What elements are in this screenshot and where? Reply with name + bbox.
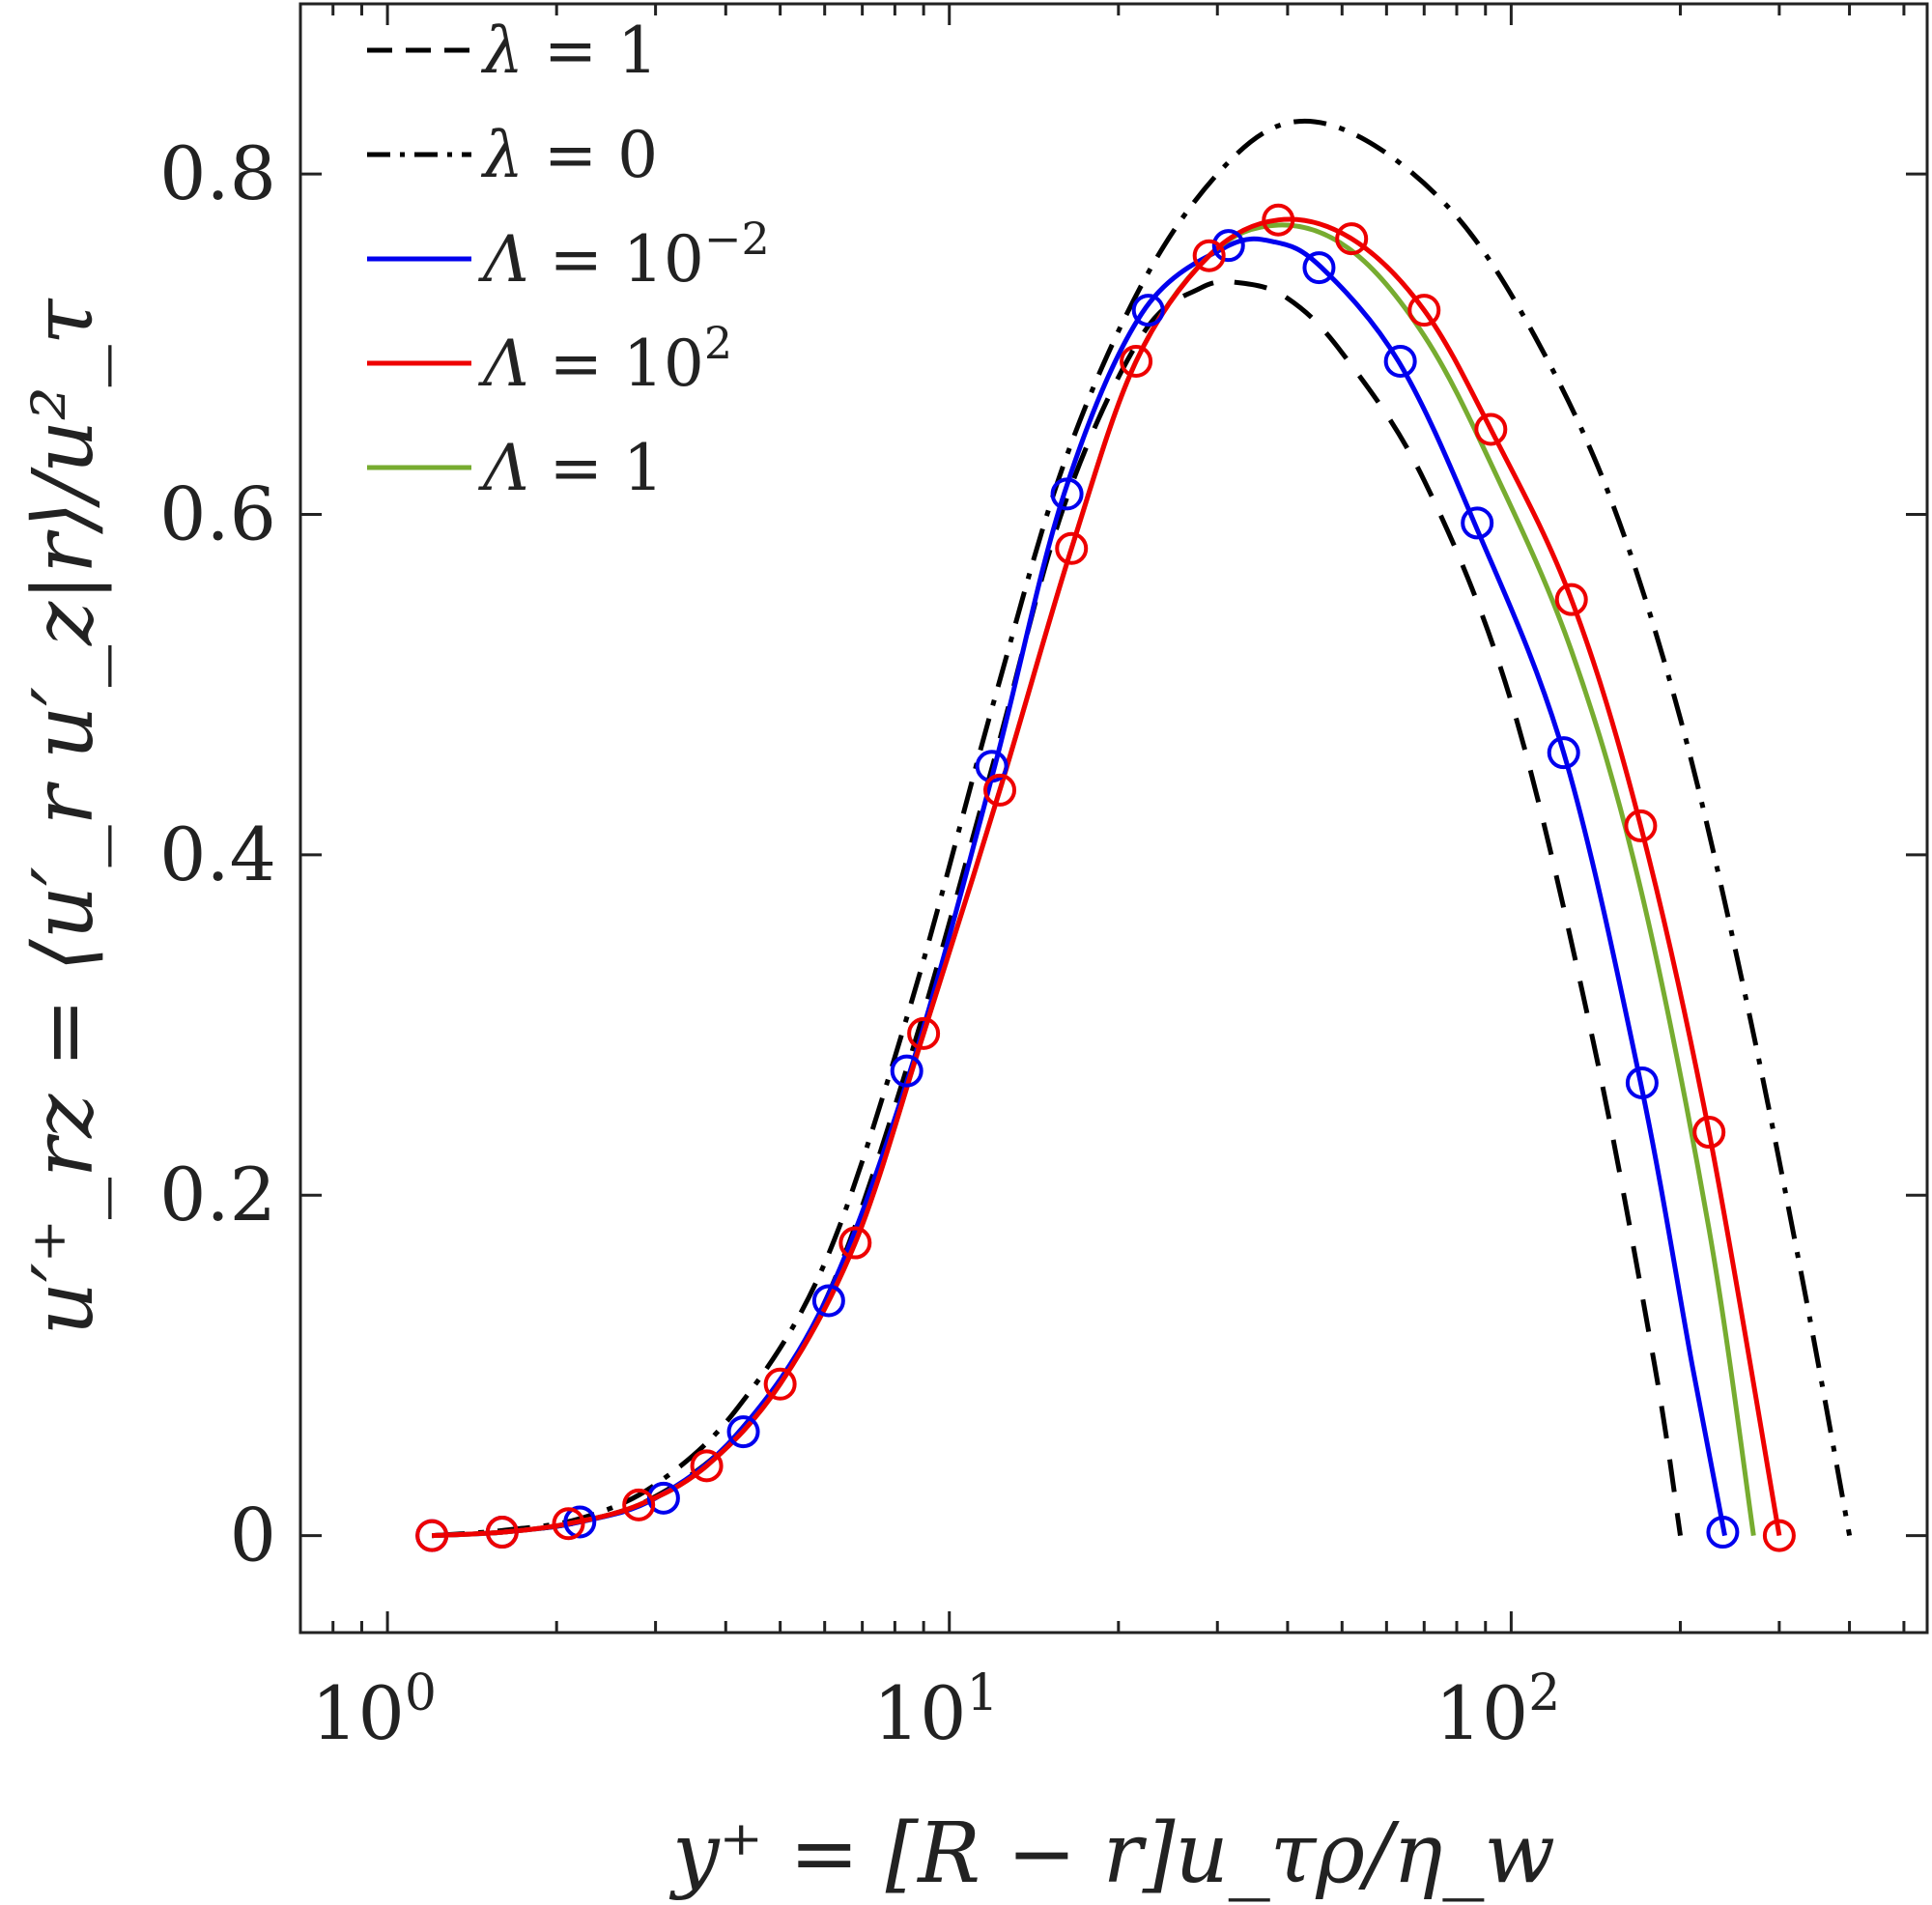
legend-label: λ = 1 <box>480 14 658 88</box>
y-tick-label: 0.2 <box>159 1152 276 1237</box>
series-marker <box>563 1505 597 1539</box>
series-marker <box>1474 412 1508 446</box>
series-line <box>432 118 1853 1539</box>
x-tick-label: 101 <box>873 1664 999 1756</box>
series-marker <box>1192 239 1226 272</box>
series-marker <box>1302 251 1336 285</box>
y-axis-label: u′⁺_rz = ⟨u′_r u′_z|r⟩/u²_τ <box>15 298 112 1335</box>
series-marker <box>1383 344 1417 378</box>
y-tick-label: 0 <box>230 1493 276 1578</box>
tick-labels: 0 0.2 0.4 0.6 0.8 100 101 102 <box>159 130 1560 1756</box>
x-tick-label: 102 <box>1435 1664 1560 1756</box>
series-marker <box>415 1519 449 1552</box>
series-marker <box>1554 583 1588 616</box>
series-marker <box>1120 344 1153 378</box>
legend-label: λ = 0 <box>480 118 658 192</box>
series-marker <box>1762 1519 1796 1552</box>
series-marker <box>1407 294 1441 327</box>
series-marker <box>622 1488 656 1521</box>
series-marker <box>763 1367 797 1401</box>
series-marker <box>811 1284 845 1318</box>
legend-label: Λ = 10−2 <box>477 213 770 297</box>
series-marker <box>1706 1516 1740 1550</box>
legend-label: Λ = 102 <box>477 317 732 401</box>
series-marker <box>1625 1066 1659 1099</box>
plot-frame <box>298 2 1929 1635</box>
series-marker <box>975 750 1009 783</box>
series-marker <box>1262 203 1295 237</box>
series-marker <box>1050 477 1084 511</box>
legend-label: Λ = 1 <box>477 431 664 505</box>
series-marker <box>1692 1116 1726 1150</box>
series-markers <box>415 203 1796 1552</box>
x-axis-label: y⁺ = [R − r]u_τρ/η_w <box>668 1805 1555 1902</box>
series-marker <box>1335 222 1369 256</box>
series-marker <box>646 1481 680 1515</box>
series-marker <box>838 1226 872 1260</box>
series-marker <box>1131 294 1165 327</box>
series-line <box>432 216 1782 1539</box>
series-marker <box>485 1516 519 1550</box>
x-tick-label: 100 <box>311 1664 437 1756</box>
series-marker <box>1055 531 1089 565</box>
series-marker <box>907 1016 941 1050</box>
series-marker <box>890 1054 923 1088</box>
series-marker <box>690 1449 724 1483</box>
y-tick-label: 0.8 <box>159 130 276 216</box>
series-marker <box>1547 736 1580 770</box>
series-marker <box>552 1507 585 1541</box>
series-marker <box>983 773 1017 807</box>
legend: λ = 1 λ = 0 Λ = 10−2 Λ = 102 Λ = 1 <box>367 14 770 505</box>
series-marker <box>1461 506 1494 540</box>
y-tick-label: 0.6 <box>159 471 276 557</box>
y-tick-label: 0.4 <box>159 811 276 897</box>
series-marker <box>1211 229 1245 263</box>
series-marker <box>726 1415 760 1449</box>
series-marker <box>1624 809 1658 842</box>
